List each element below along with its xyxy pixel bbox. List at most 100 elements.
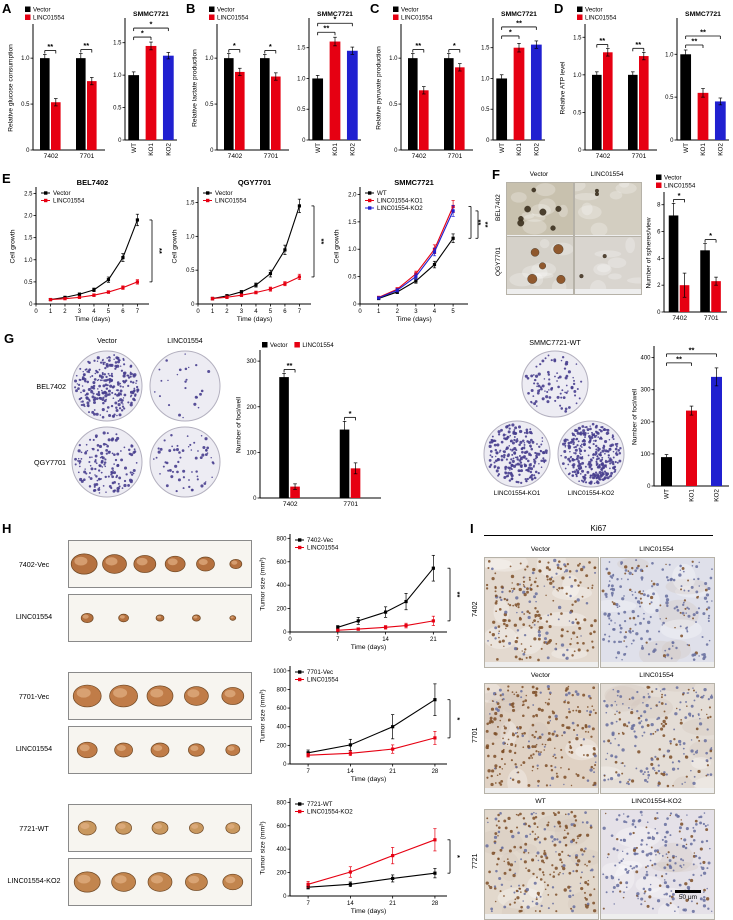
ihc-row-label-7402: 7402	[472, 601, 479, 617]
svg-text:1.0: 1.0	[665, 52, 674, 58]
svg-text:KO1: KO1	[516, 143, 523, 156]
ki67-title: Ki67	[484, 524, 713, 536]
svg-text:Time (days): Time (days)	[237, 316, 273, 323]
tumor-label-7721-ko2: LINC01554-KO2	[7, 876, 61, 885]
svg-text:Cell growth: Cell growth	[334, 229, 341, 263]
svg-text:300: 300	[246, 359, 257, 365]
svg-text:0: 0	[191, 302, 195, 308]
svg-text:5: 5	[107, 309, 111, 315]
svg-text:Vector: Vector	[215, 190, 233, 197]
xenograft-row-7402: 7402-Vec LINC01554 0 7 14 21 0 200 400 600 800 Ti…	[0, 530, 470, 656]
panel-a-label: A	[2, 1, 12, 16]
ihc-group-7721: WT LINC01554-KO2 7721 50 μm	[470, 798, 733, 920]
svg-text:0.5: 0.5	[113, 106, 122, 112]
ko2-plate-label: LINC01554-KO2	[567, 490, 615, 497]
cell-growth-chart-smmc7721: 0 1 2 3 4 5 0 0.5 1.0 1.5 2.0 Time (days) Cell growt…	[332, 176, 491, 333]
svg-text:7402: 7402	[672, 315, 687, 322]
svg-text:LINC01554-KO1: LINC01554-KO1	[377, 198, 423, 205]
panel-g: G Vector LINC01554 BEL7402 QGY7701 0 100 2…	[0, 332, 733, 520]
svg-text:1.5: 1.5	[113, 41, 122, 47]
svg-text:0: 0	[657, 310, 661, 316]
svg-text:**: **	[676, 354, 682, 363]
svg-text:14: 14	[382, 637, 389, 643]
foci-bar-chart-overexpression: 0 100 200 300 Number of foci/well 7402 ** 7701 *…	[234, 340, 384, 517]
panel-d: D 0 0.5 1.0 1.5 Relative ATP level 7402 ** 7701…	[552, 2, 733, 166]
svg-text:SMMC7721: SMMC7721	[394, 178, 434, 187]
pyruvate-bar-chart-knockout: 0 0.5 1.0 1.5 SMMC7721 WT KO1 KO2 * **	[476, 6, 548, 169]
svg-text:2.0: 2.0	[348, 192, 357, 198]
svg-text:8: 8	[657, 203, 661, 209]
svg-text:Time (days): Time (days)	[75, 316, 111, 323]
svg-text:7: 7	[298, 309, 302, 315]
sphere-row-label-qgy7701: QGY7701	[495, 247, 502, 277]
svg-text:0: 0	[118, 138, 122, 144]
ihc-image-7402-linc	[600, 557, 715, 668]
svg-text:Number of foci/well: Number of foci/well	[236, 396, 243, 453]
colony-plate-smmc7721-ko1	[482, 420, 552, 493]
xenograft-row-7721: 7721-WT LINC01554-KO2 7 14 21 28 0 200 400 600 8…	[0, 794, 470, 920]
svg-text:**: **	[47, 42, 53, 51]
svg-text:**: **	[415, 41, 421, 50]
svg-text:**: **	[83, 41, 89, 50]
tumor-size-chart-7701: 7 14 21 28 0 200 400 600 800 1000 Time (days) Tumor…	[258, 662, 462, 793]
svg-text:WT: WT	[377, 190, 387, 197]
tumor-label-7701-vec: 7701-Vec	[18, 692, 50, 701]
svg-text:**: **	[323, 24, 329, 33]
foci-col-label-vector: Vector	[97, 338, 117, 345]
svg-text:KO2: KO2	[718, 143, 725, 156]
svg-text:*: *	[150, 20, 153, 29]
colony-plate-qgy7701-linc	[148, 426, 222, 503]
svg-text:600: 600	[276, 560, 287, 566]
svg-text:0: 0	[578, 148, 582, 154]
ihc-image-7721-wt	[484, 809, 599, 920]
svg-text:2.0: 2.0	[24, 214, 33, 220]
svg-text:*: *	[233, 41, 236, 50]
svg-text:0.5: 0.5	[389, 102, 398, 108]
panel-d-label: D	[554, 1, 564, 16]
svg-text:300: 300	[640, 388, 651, 394]
svg-text:Relative pyruvate production: Relative pyruvate production	[376, 46, 383, 130]
svg-text:0.5: 0.5	[24, 280, 33, 286]
panel-c: C 0 0.5 1.0 Relative pyruvate production 740…	[368, 2, 552, 166]
svg-text:0.5: 0.5	[573, 110, 582, 116]
svg-text:*: *	[453, 855, 462, 858]
svg-text:5: 5	[451, 309, 455, 315]
tumor-photo-7721-wt	[68, 804, 252, 852]
xenograft-row-7701: 7701-Vec LINC01554 7 14 21 28 0 200 400 600 800 1…	[0, 662, 470, 788]
svg-text:14: 14	[347, 769, 354, 775]
svg-text:Vector: Vector	[585, 7, 603, 14]
svg-text:**: **	[635, 40, 641, 49]
svg-text:0.5: 0.5	[348, 275, 357, 281]
foci-col-label-linc: LINC01554	[167, 338, 203, 345]
svg-text:400: 400	[640, 356, 651, 362]
svg-text:0: 0	[283, 762, 287, 768]
svg-text:LINC01554: LINC01554	[307, 545, 339, 552]
svg-text:200: 200	[640, 420, 651, 426]
svg-text:7: 7	[306, 769, 310, 775]
svg-text:**: **	[700, 28, 706, 37]
svg-text:1.0: 1.0	[205, 56, 214, 62]
svg-text:*: *	[269, 42, 272, 51]
svg-text:0.5: 0.5	[297, 107, 306, 113]
tumor-photo-7402-linc	[68, 594, 252, 642]
svg-text:0: 0	[26, 148, 30, 154]
svg-text:WT: WT	[664, 489, 671, 499]
lactate-bar-chart-overexpression: 0 0.5 1.0 Relative lactate production 7402 * 7…	[190, 6, 292, 169]
svg-text:BEL7402: BEL7402	[77, 178, 109, 187]
ihc-group-7701: Vector LINC01554 7701	[470, 672, 733, 794]
atp-bar-chart-overexpression: 0 0.5 1.0 1.5 Relative ATP level 7402 ** 7701 **…	[558, 6, 660, 169]
panel-e-label: E	[2, 171, 11, 186]
lactate-bar-chart-knockout: 0 0.5 1.0 1.5 SMMC7721 WT KO1 KO2 ** *	[292, 6, 364, 169]
svg-text:KO2: KO2	[714, 489, 721, 502]
panel-f-label: F	[492, 167, 500, 182]
svg-text:QGY7701: QGY7701	[238, 178, 271, 187]
svg-text:0: 0	[283, 894, 287, 900]
svg-text:KO2: KO2	[166, 143, 173, 156]
svg-text:*: *	[141, 29, 144, 38]
cell-growth-charts: 0 1 2 3 4 5 6 7 0 0.5 1.0 1.5 2.0 2.5 Time (days) Cell …	[8, 176, 491, 333]
foci-bar-chart-knockout: 0 100 200 300 400 Number of foci/well WT KO1 KO2…	[630, 340, 732, 515]
svg-text:2: 2	[225, 309, 229, 315]
svg-text:**: **	[481, 222, 488, 228]
tumor-size-chart-7721: 7 14 21 28 0 200 400 600 800 Time (days) Tumor siz…	[258, 794, 462, 920]
svg-text:SMMC7721: SMMC7721	[133, 11, 169, 18]
